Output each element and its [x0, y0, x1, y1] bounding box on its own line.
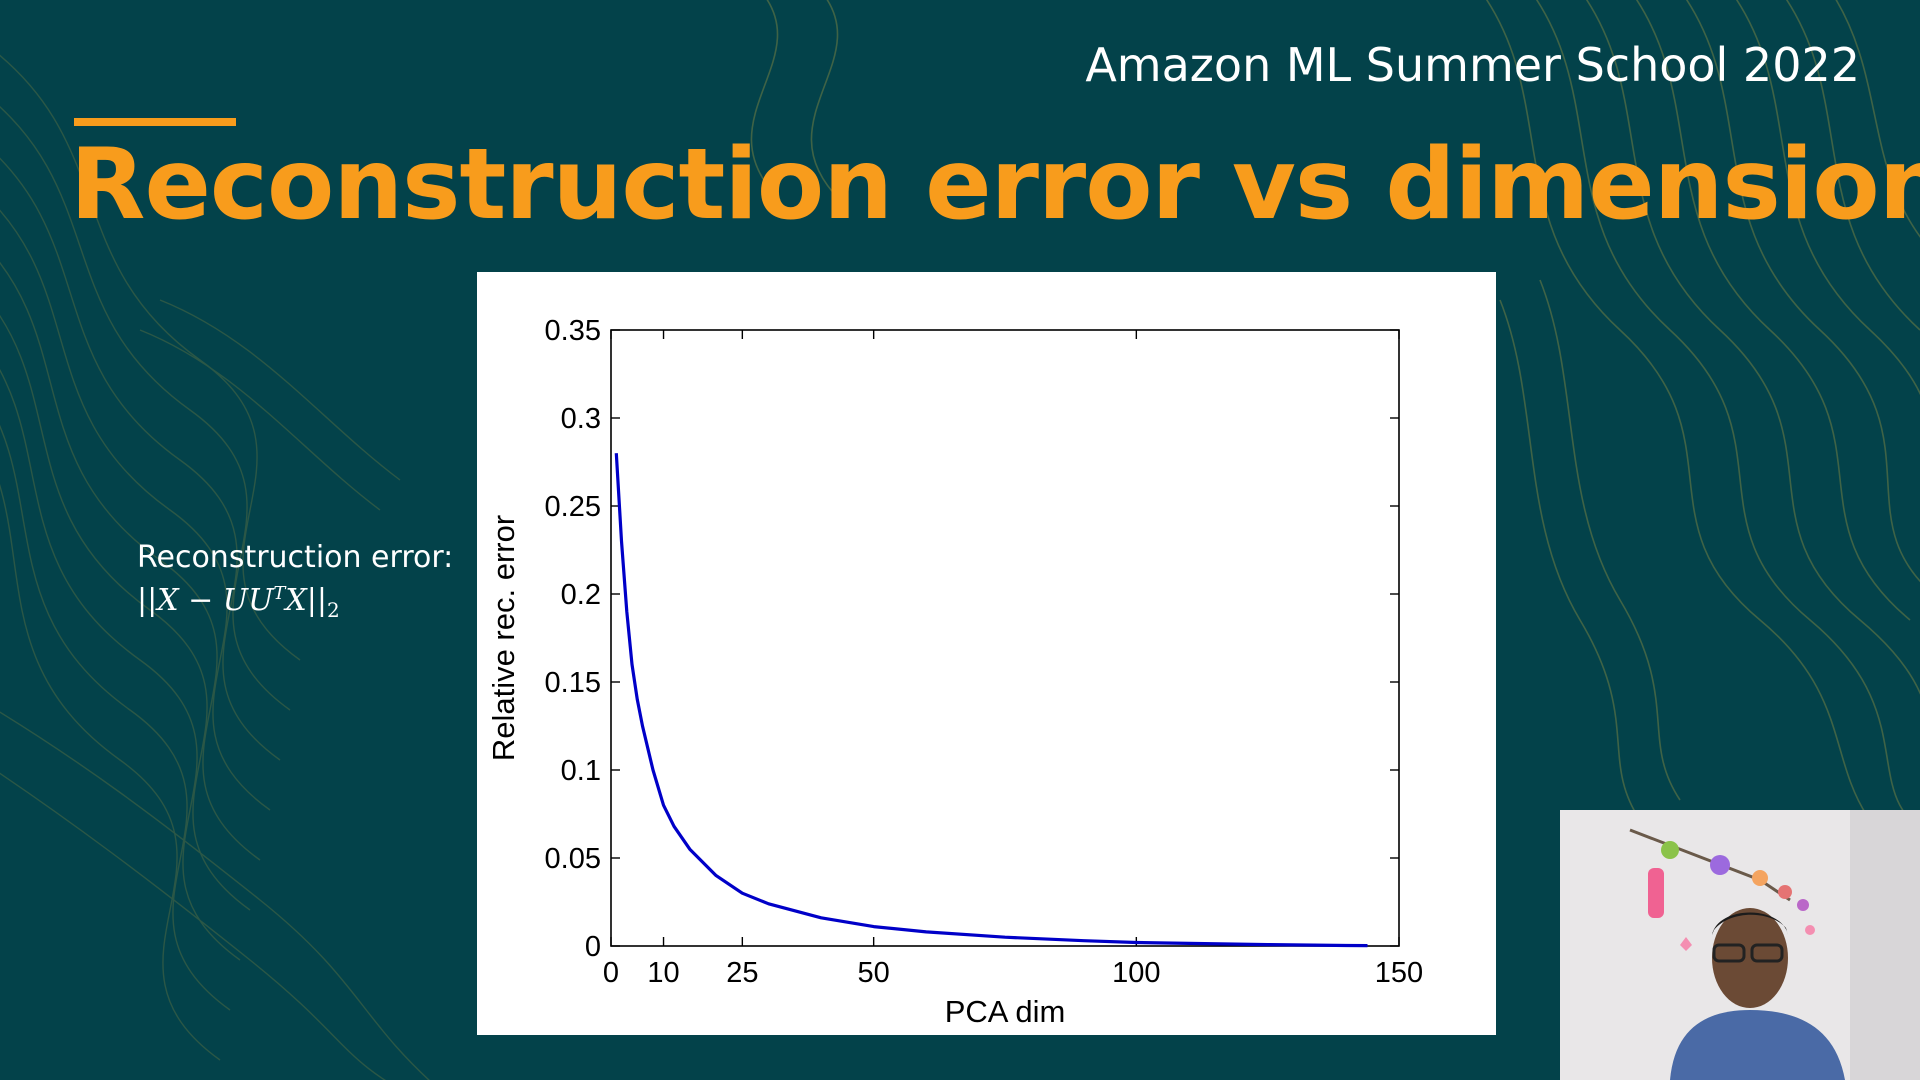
presenter-video-frame: [1560, 810, 1920, 1080]
x-tick-label: 50: [858, 957, 890, 989]
y-tick-label: 0.25: [545, 491, 601, 523]
y-axis-label: Relative rec. error: [486, 515, 521, 761]
x-tick-label: 0: [603, 957, 619, 989]
y-tick-label: 0.35: [545, 315, 601, 347]
slide-title: Reconstruction error vs dimensions: [70, 128, 1920, 242]
y-tick-label: 0: [585, 931, 601, 963]
event-title: Amazon ML Summer School 2022: [1085, 38, 1860, 92]
formula-label: Reconstruction error:: [137, 540, 454, 575]
plot-frame: [610, 329, 1400, 947]
reconstruction-error-chart: 0 0.05 0.1 0.15 0.2 0.25 0.3 0.35 0 10 25 50 100 150 P…: [486, 315, 1423, 1029]
presenter-webcam: [1560, 810, 1920, 1080]
y-tick-label: 0.05: [545, 843, 601, 875]
y-tick-label: 0.2: [561, 579, 601, 611]
x-tick-label: 25: [726, 957, 758, 989]
title-accent-bar: [74, 118, 236, 126]
series-line: [614, 453, 1368, 948]
x-axis-label: PCA dim: [945, 994, 1066, 1029]
chart-panel: 0 0.05 0.1 0.15 0.2 0.25 0.3 0.35 0 10 25 50 100 150 P…: [477, 272, 1496, 1035]
formula-expression: ||X − UUTX||2: [137, 583, 340, 622]
x-tick-label: 100: [1112, 957, 1160, 989]
x-tick-label: 150: [1375, 957, 1423, 989]
y-tick-label: 0.3: [561, 403, 601, 435]
y-tick-label: 0.1: [561, 755, 601, 787]
formula-block: Reconstruction error: ||X − UUTX||2: [137, 540, 453, 622]
y-tick-label: 0.15: [545, 667, 601, 699]
x-tick-label: 10: [647, 957, 679, 989]
